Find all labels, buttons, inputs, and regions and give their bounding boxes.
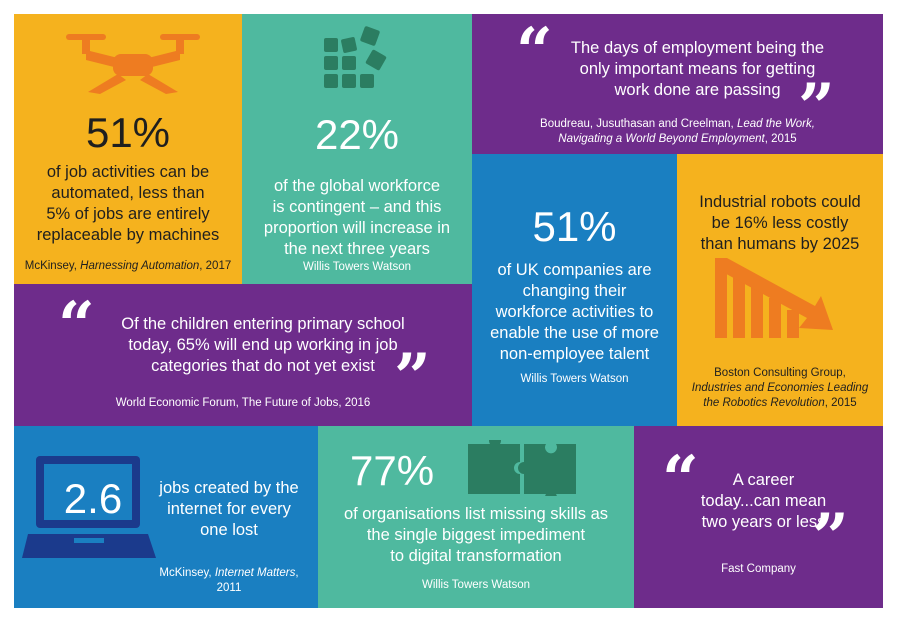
text-line: Of the children entering primary school [121,315,405,333]
source-punct: , [295,567,299,579]
text-line: two years or less [701,513,826,531]
source: Fast Company [721,563,796,575]
text-line: of job activities can be [46,163,210,181]
source-text: McKinsey, [24,260,81,272]
source: World Economic Forum, The Future of Jobs… [115,397,371,409]
text-line: only important means for getting [579,60,816,78]
text-line: the single biggest impediment [366,526,586,544]
open-quote-icon: “ [662,442,699,517]
text-line: today, 65% will end up working in job [128,336,398,354]
quote-text: Of the children entering primary school … [54,314,472,377]
source-text: McKinsey, [159,567,215,579]
quote-text: A career today...can mean two years or l… [674,470,853,533]
text-line: non-employee talent [499,345,650,363]
source-year: , 2015 [764,133,797,145]
source-year: , 2017 [199,260,232,272]
tile-contingent-workforce: 22% of the global workforce is contingen… [242,14,472,284]
stat-description: of job activities can be automated, less… [14,162,242,246]
text-line: 5% of jobs are entirely [46,205,210,223]
stat-value: 22% [314,111,400,158]
tile-automation: 51% of job activities can be automated, … [14,14,242,284]
text-line: to digital transformation [390,547,562,565]
text-line: of the global workforce [273,177,440,195]
text-line: is contingent – and this [272,198,442,216]
blocks-icon [324,26,387,88]
text-line: internet for every [167,500,291,518]
text-line: proportion will increase in [263,219,451,237]
stat-value: 51% [532,203,617,250]
text-line: categories that do not yet exist [151,357,375,375]
source-title: Industries and Economies Leading [691,382,869,394]
source-title: Navigating a World Beyond Employment [558,133,765,145]
tile-uk-companies: 51% of UK companies are changing their w… [472,154,677,426]
stat-value: 51% [85,109,171,156]
tile-quote-children: “ Of the children entering primary schoo… [14,284,472,426]
text-line: of organisations list missing skills as [343,505,609,523]
drone-icon [66,34,200,94]
tile-industrial-robots: Industrial robots could be 16% less cost… [677,154,883,426]
text-line: Industrial robots could [699,193,861,211]
text-line: today...can mean [700,492,827,510]
text-line: than humans by 2025 [700,235,860,253]
source-year: , 2015 [824,397,857,409]
source-title: Harnessing Automation [80,260,200,272]
source-text: Boston Consulting Group, [714,367,846,379]
close-quote-icon: ” [394,340,431,415]
stat-description: jobs created by the internet for every o… [144,478,314,541]
text-line: The days of employment being the [570,39,825,57]
text-line: one lost [200,521,258,539]
text-line: the next three years [284,240,430,258]
open-quote-icon: “ [58,288,95,363]
text-line: automated, less than [51,184,205,202]
close-quote-icon: ” [812,500,849,575]
text-line: A career [732,471,795,489]
close-quote-icon: ” [798,70,835,145]
source-title: Internet Matters [214,567,296,579]
puzzle-icon [468,440,576,496]
text-line: enable the use of more [490,324,659,342]
stat-description: of UK companies are changing their workf… [472,260,677,365]
stat-description: Industrial robots could be 16% less cost… [677,192,883,255]
stat-value: 2.6 [63,475,123,522]
source: McKinsey, Harnessing Automation, 2017 [14,259,242,274]
source: Willis Towers Watson [303,261,411,273]
text-line: replaceable by machines [36,226,220,244]
text-line: jobs created by the [159,479,299,497]
stat-description: of the global workforce is contingent – … [242,176,472,260]
text-line: changing their [522,282,627,300]
tile-quote-career: “ A career today...can mean two years or… [634,426,883,608]
text-line: work done are passing [614,81,781,99]
source: McKinsey, Internet Matters, 2011 [144,566,314,596]
tile-missing-skills: 77% of organisations list missing skills… [318,426,634,608]
stat-value: 77% [350,447,435,494]
source-title: the Robotics Revolution [703,397,825,409]
text-line: be 16% less costly [711,214,849,232]
laptop-icon [22,456,156,558]
tile-quote-employment: “ The days of employment being the only … [472,14,883,154]
source: Willis Towers Watson [520,373,629,385]
text-line: workforce activities to [495,303,654,321]
tile-internet-jobs: 2.6 jobs created by the internet for eve… [14,426,318,608]
source: Boudreau, Jusuthasan and Creelman, Lead … [472,117,883,147]
open-quote-icon: “ [516,14,553,89]
quote-text: The days of employment being the only im… [512,38,883,101]
source-title: Lead the Work, [736,118,815,130]
source-year: 2011 [216,582,242,594]
source: Boston Consulting Group, Industries and … [677,366,883,411]
text-line: of UK companies are [497,261,652,279]
source: Willis Towers Watson [422,579,530,591]
stat-description: of organisations list missing skills as … [318,504,634,567]
declining-chart-icon [715,258,833,338]
source-text: Boudreau, Jusuthasan and Creelman, [540,118,737,130]
